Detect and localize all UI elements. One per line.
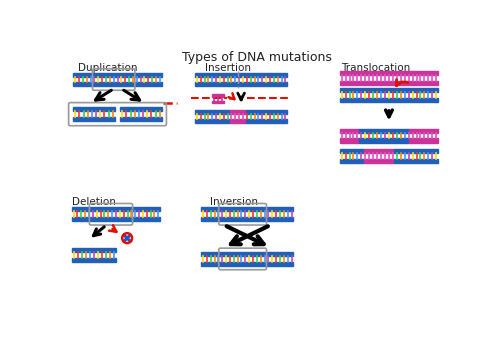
Text: Inversion: Inversion [210, 197, 258, 207]
Bar [245, 119, 287, 123]
Bar [211, 94, 224, 97]
Bar [359, 139, 408, 143]
Bar [339, 158, 364, 163]
Bar [408, 139, 437, 143]
Bar [72, 258, 116, 262]
Bar [211, 101, 224, 103]
Bar [201, 207, 293, 212]
Bar [194, 119, 229, 123]
Bar [73, 73, 161, 77]
Bar [364, 149, 393, 153]
Bar [339, 81, 437, 85]
Bar [72, 217, 160, 221]
Bar [339, 98, 437, 102]
Bar [339, 139, 359, 143]
Bar [339, 129, 359, 133]
Bar [359, 129, 408, 133]
Bar [194, 82, 287, 86]
Bar [72, 248, 116, 252]
Bar [393, 149, 437, 153]
Bar [73, 82, 161, 86]
Bar [229, 119, 245, 123]
Bar [339, 149, 364, 153]
Text: Duplication: Duplication [78, 62, 137, 73]
Bar [73, 117, 115, 121]
Text: Insertion: Insertion [204, 62, 250, 73]
Bar [120, 117, 161, 121]
Text: Types of DNA mutations: Types of DNA mutations [182, 51, 332, 64]
Bar [201, 217, 293, 221]
Bar [339, 88, 437, 92]
Bar [72, 207, 160, 212]
Text: Translocation: Translocation [341, 62, 410, 73]
Bar [194, 109, 229, 114]
Bar [245, 109, 287, 114]
Bar [120, 107, 161, 112]
Bar [393, 158, 437, 163]
Bar [201, 252, 293, 256]
Bar [194, 73, 287, 77]
Bar [229, 109, 245, 114]
Bar [339, 71, 437, 75]
Text: Deletion: Deletion [72, 197, 115, 207]
Bar [408, 129, 437, 133]
Bar [201, 262, 293, 266]
Bar [364, 158, 393, 163]
Bar [73, 107, 115, 112]
